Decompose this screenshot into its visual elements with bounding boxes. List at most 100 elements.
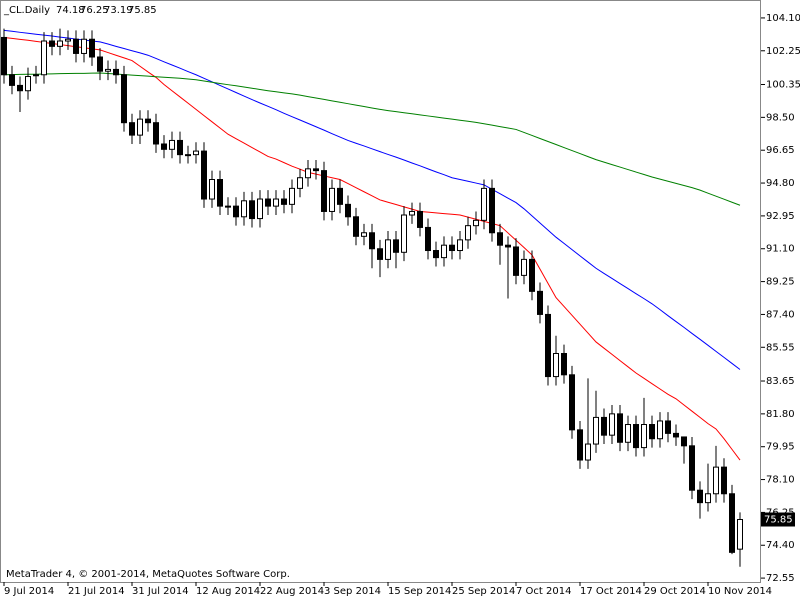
y-tick-label: 83.65 (766, 376, 795, 387)
y-tick-label: 102.25 (766, 46, 800, 57)
candle-body (369, 232, 375, 250)
y-tick-label: 104.10 (766, 13, 800, 24)
x-tick-label: 15 Sep 2014 (388, 586, 451, 597)
x-tick-label: 9 Jul 2014 (4, 586, 54, 597)
candle-body (441, 244, 447, 259)
y-tick-label: 87.40 (766, 309, 795, 320)
chart-title: _CL.Daily (3, 5, 50, 16)
x-tick-label: 25 Sep 2014 (452, 586, 515, 597)
candle-body (705, 493, 711, 504)
candle-body (393, 239, 399, 253)
candle-body (169, 139, 175, 150)
candle-body (41, 40, 47, 76)
y-tick-label: 89.25 (766, 277, 795, 288)
y-tick-label: 85.55 (766, 342, 795, 353)
candle-body (649, 424, 655, 440)
candle-body (401, 214, 407, 253)
footer: MetaTrader 4, © 2001-2014, MetaQuotes So… (6, 569, 290, 580)
candle-body (1, 36, 7, 76)
candle-body (633, 424, 639, 449)
candle-body (449, 244, 455, 252)
candle-body (153, 122, 159, 145)
candle-body (425, 226, 431, 252)
candle-body (537, 290, 543, 315)
candle-body (17, 84, 23, 92)
candle-body (497, 232, 503, 246)
candle-body (273, 198, 279, 207)
candle-body (673, 432, 679, 438)
candle-body (657, 420, 663, 440)
candle-body (177, 139, 183, 156)
candle-body (545, 313, 551, 378)
candle-body (721, 466, 727, 495)
moving-average (3, 36, 741, 461)
candle-body (577, 429, 583, 461)
candle-body (113, 68, 119, 76)
candle-body (337, 187, 343, 205)
candle-body (385, 239, 391, 260)
candle-body (81, 38, 87, 54)
candle-body (521, 258, 527, 276)
x-tick-label: 29 Oct 2014 (644, 586, 706, 597)
candle-body (65, 38, 71, 42)
y-tick-label: 74.40 (766, 540, 795, 551)
candle-body (561, 352, 567, 376)
candle-body (409, 210, 415, 216)
candle-body (617, 413, 623, 443)
candle-body (513, 246, 519, 276)
candle-body (33, 74, 39, 77)
candle-body (233, 205, 239, 218)
candle-body (505, 244, 511, 248)
x-tick-label: 21 Jul 2014 (68, 586, 125, 597)
candle-body (225, 205, 231, 208)
candle-body (297, 177, 303, 189)
candle-body (137, 118, 143, 136)
x-tick-label: 12 Aug 2014 (196, 586, 260, 597)
y-tick-label: 98.50 (766, 112, 795, 123)
ohlc-close: 75.85 (128, 5, 157, 16)
candle-body (609, 413, 615, 436)
candle-body (729, 493, 735, 553)
candle-body (601, 416, 607, 436)
candle-body (465, 225, 471, 241)
candle-body (377, 248, 383, 260)
candle-body (129, 122, 135, 136)
candle-body (689, 445, 695, 491)
candle-body (353, 216, 359, 237)
candle-body (529, 258, 535, 292)
candle-body (641, 424, 647, 449)
ohlc-open: 74.18 (56, 5, 85, 16)
candle-body (569, 374, 575, 431)
candle-body (97, 56, 103, 72)
x-tick-label: 17 Oct 2014 (580, 586, 642, 597)
candle-body (289, 187, 295, 205)
x-tick-label: 3 Sep 2014 (324, 586, 381, 597)
candle-body (625, 424, 631, 443)
candle-body (585, 443, 591, 461)
plot-frame (0, 0, 761, 583)
candle-body (49, 40, 55, 47)
candle-body (9, 74, 15, 86)
candle-body (329, 187, 335, 212)
candle-body (73, 38, 79, 54)
candle-body (713, 466, 719, 495)
y-tick-label: 94.80 (766, 178, 795, 189)
ohlc-high: 76.25 (80, 5, 109, 16)
candle-body (697, 489, 703, 504)
candle-body (161, 143, 167, 150)
candle-body (417, 210, 423, 228)
candle-body (217, 179, 223, 207)
x-tick-label: 31 Jul 2014 (132, 586, 189, 597)
price-tag-label: 75.85 (764, 515, 793, 526)
x-tick-label: 7 Oct 2014 (516, 586, 571, 597)
candle-body (265, 198, 271, 207)
y-tick-label: 79.95 (766, 442, 795, 453)
candle-body (361, 232, 367, 237)
candle-body (457, 239, 463, 252)
candle-body (305, 168, 311, 179)
candle-body (473, 219, 479, 227)
candle-body (145, 118, 151, 124)
candle-body (481, 187, 487, 221)
